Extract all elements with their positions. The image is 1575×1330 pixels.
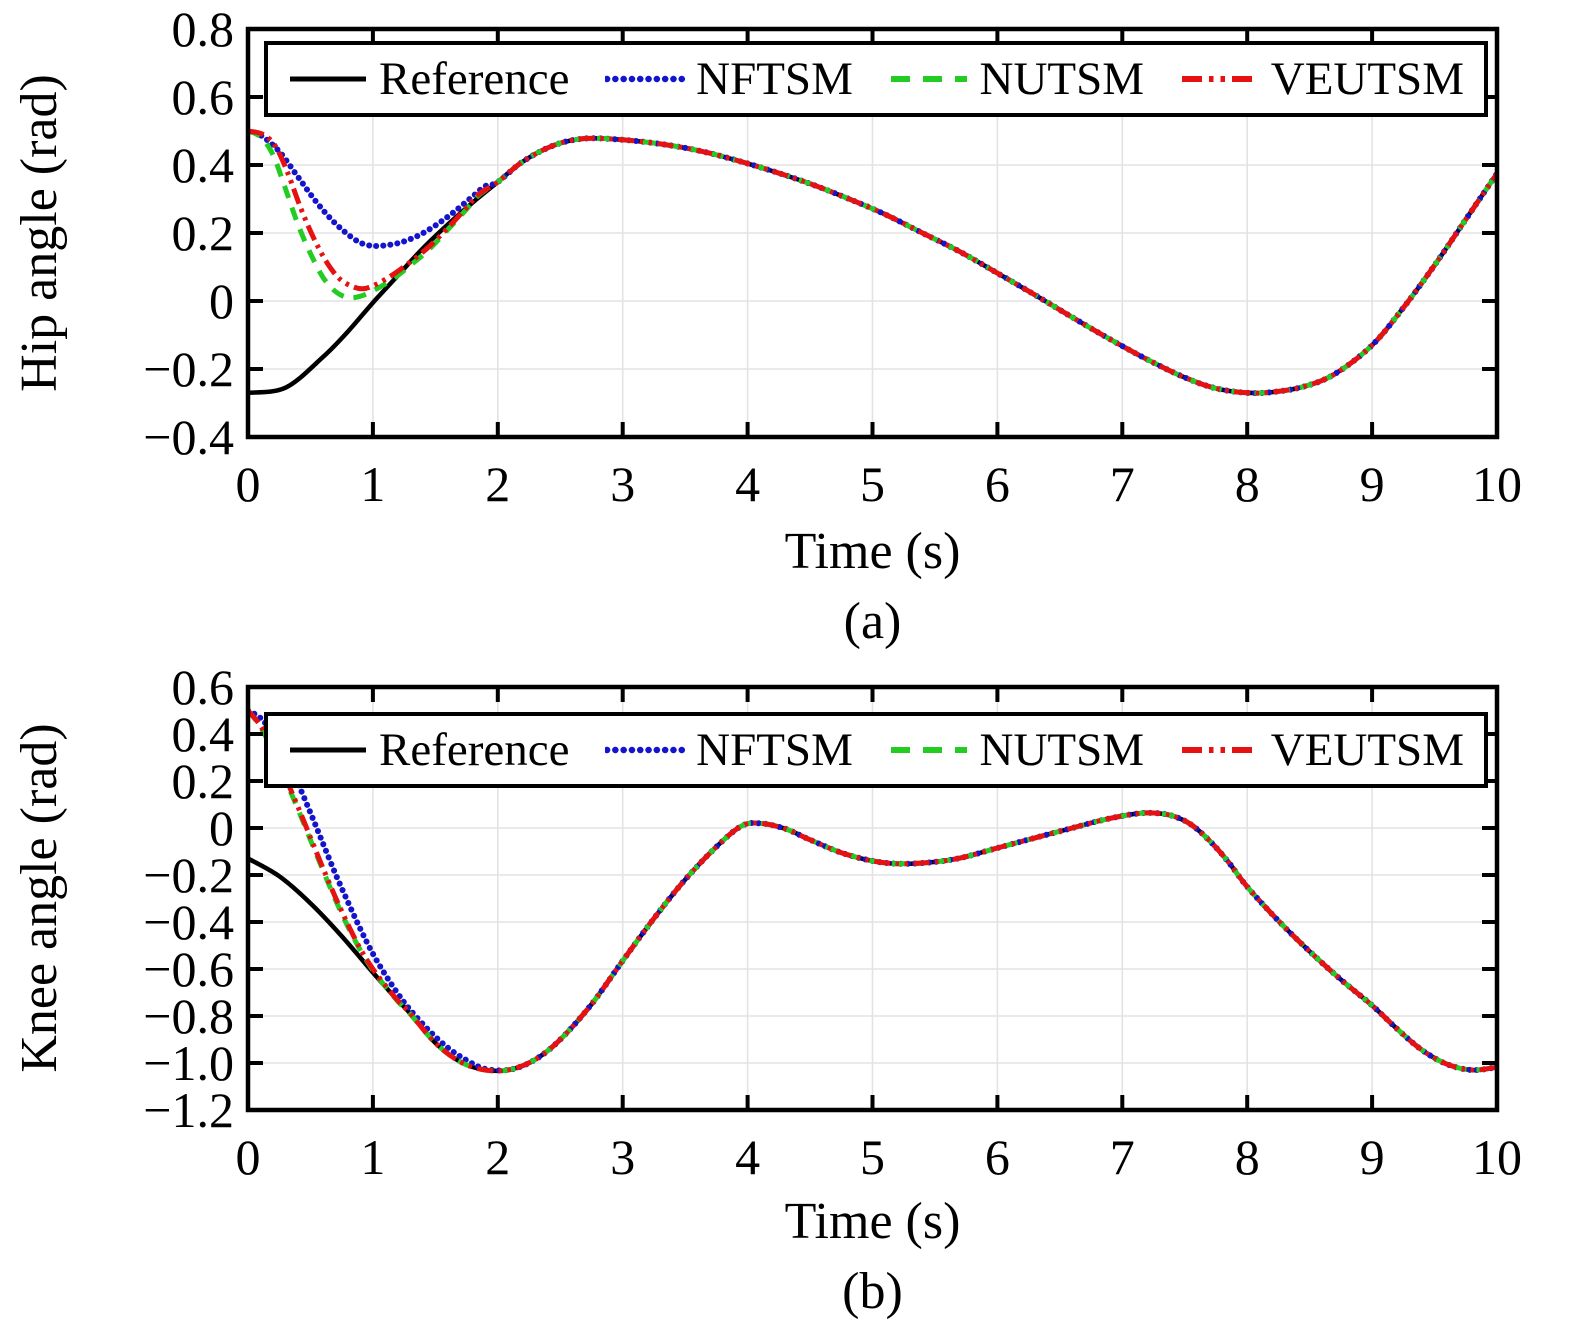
y-tick-label: 0.2 — [171, 753, 235, 809]
y-tick-label: −1.2 — [143, 1082, 234, 1138]
y-tick-label: −0.2 — [143, 341, 234, 397]
y-tick-label: 0.6 — [171, 69, 235, 125]
caption-b: (b) — [842, 1263, 903, 1320]
x-tick-label: 9 — [1359, 456, 1385, 512]
hip-y-axis-label: Hip angle (rad) — [11, 74, 68, 392]
y-tick-label: −0.4 — [143, 409, 234, 465]
knee-x-axis-label: Time (s) — [784, 1193, 961, 1250]
x-tick-label: 7 — [1109, 1129, 1135, 1185]
x-tick-label: 2 — [485, 456, 511, 512]
reference-line-sample-icon — [290, 747, 366, 753]
x-tick-label: 8 — [1234, 456, 1260, 512]
y-tick-label: −0.6 — [143, 941, 234, 997]
x-tick-label: 4 — [735, 456, 761, 512]
legend-label-reference: Reference — [379, 723, 570, 776]
legend-item-reference: Reference — [288, 723, 570, 776]
hip-x-axis-label: Time (s) — [784, 523, 961, 580]
legend-label-nftsm: NFTSM — [696, 52, 853, 105]
y-tick-label: 0.4 — [171, 706, 235, 762]
nftsm-line-sample-icon — [605, 75, 686, 83]
x-tick-label: 2 — [485, 1129, 511, 1185]
veutsm-line-sample-icon — [1181, 76, 1258, 82]
y-tick-label: −1.0 — [143, 1035, 234, 1091]
x-tick-label: 7 — [1109, 456, 1135, 512]
x-tick-label: 0 — [235, 1129, 261, 1185]
x-tick-label: 5 — [860, 1129, 885, 1185]
x-tick-label: 10 — [1472, 456, 1522, 512]
knee-y-axis-label: Knee angle (rad) — [11, 723, 68, 1073]
x-tick-label: 5 — [860, 456, 885, 512]
legend-item-nftsm: NFTSM — [605, 723, 853, 776]
legend-item-veutsm: VEUTSM — [1180, 52, 1464, 105]
caption-a: (a) — [843, 593, 902, 650]
y-tick-label: 0 — [209, 273, 234, 329]
legend-label-veutsm: VEUTSM — [1270, 52, 1464, 105]
legend-label-nutsm: NUTSM — [979, 723, 1145, 776]
legend-item-nftsm: NFTSM — [605, 52, 853, 105]
x-tick-label: 6 — [984, 456, 1010, 512]
x-tick-label: 1 — [360, 1129, 386, 1185]
x-tick-label: 6 — [984, 1129, 1010, 1185]
series-curve-veutsm — [248, 128, 1497, 396]
nutsm-line-sample-icon — [890, 747, 967, 753]
series-curve-veutsm — [248, 708, 1497, 1074]
legend-label-reference: Reference — [379, 52, 570, 105]
reference-line-sample-icon — [290, 76, 366, 82]
nutsm-line-sample-icon — [890, 76, 967, 82]
y-tick-label: 0.4 — [171, 137, 235, 193]
veutsm-line-sample-icon — [1181, 747, 1258, 753]
x-tick-label: 8 — [1234, 1129, 1260, 1185]
x-tick-label: 4 — [735, 1129, 761, 1185]
x-tick-label: 0 — [235, 456, 261, 512]
y-tick-label: −0.2 — [143, 847, 234, 903]
x-tick-label: 10 — [1472, 1129, 1522, 1185]
legend-item-veutsm: VEUTSM — [1180, 723, 1464, 776]
x-tick-label: 3 — [610, 456, 636, 512]
legend-label-nutsm: NUTSM — [979, 52, 1145, 105]
x-tick-label: 9 — [1359, 1129, 1385, 1185]
y-tick-label: 0.8 — [171, 1, 235, 57]
y-tick-label: 0 — [209, 800, 234, 856]
x-tick-label: 1 — [360, 456, 386, 512]
legend-item-reference: Reference — [288, 52, 570, 105]
y-tick-label: 0.6 — [171, 659, 235, 715]
x-tick-label: 3 — [610, 1129, 636, 1185]
legend-knee: Reference NFTSM NUTSM VEUTSM — [264, 712, 1488, 788]
legend-hip: Reference NFTSM NUTSM VEUTSM — [264, 41, 1488, 117]
nftsm-line-sample-icon — [605, 746, 686, 754]
legend-item-nutsm: NUTSM — [889, 52, 1145, 105]
y-tick-label: −0.4 — [143, 894, 234, 950]
y-tick-label: −0.8 — [143, 988, 234, 1044]
legend-label-veutsm: VEUTSM — [1270, 723, 1464, 776]
y-tick-label: 0.2 — [171, 205, 235, 261]
legend-item-nutsm: NUTSM — [889, 723, 1145, 776]
legend-label-nftsm: NFTSM — [696, 723, 853, 776]
